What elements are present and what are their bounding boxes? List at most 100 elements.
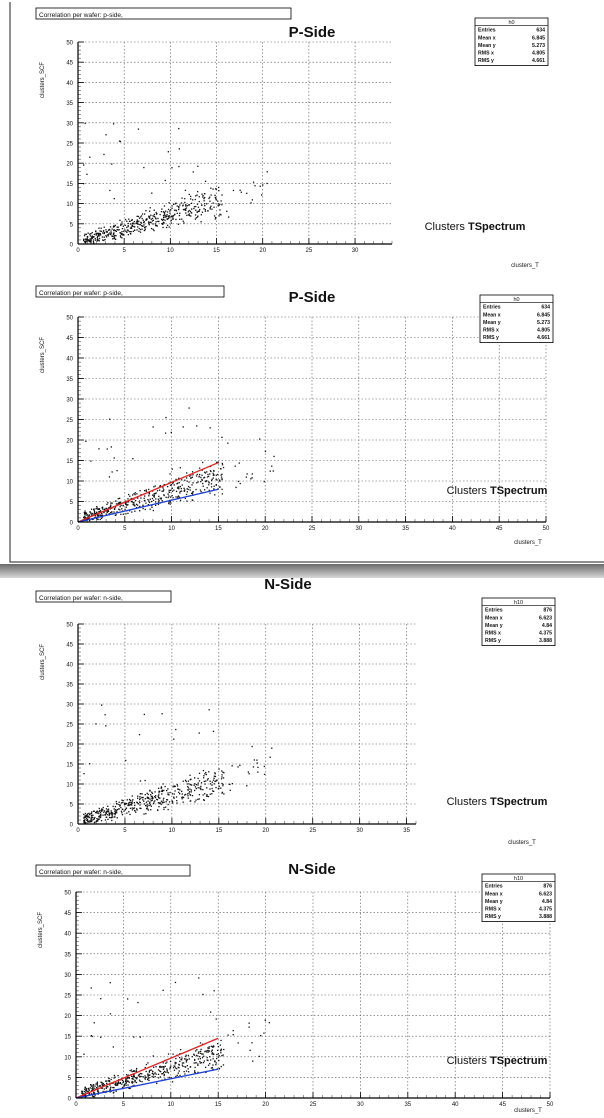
data-point <box>179 212 181 214</box>
data-point <box>120 513 122 515</box>
y-tick-label: 35 <box>66 683 73 689</box>
data-point <box>109 232 111 234</box>
data-point <box>202 794 204 796</box>
data-point <box>96 1081 99 1083</box>
stats-name: h10 <box>514 600 523 606</box>
data-point <box>144 794 146 796</box>
x-tick-label: 5 <box>122 1102 126 1108</box>
data-point <box>173 1065 175 1067</box>
data-point <box>84 233 86 235</box>
data-point <box>150 795 152 798</box>
data-point <box>159 1076 161 1078</box>
data-point <box>97 1091 100 1093</box>
data-point <box>221 791 224 793</box>
data-point <box>155 498 157 500</box>
data-point <box>186 477 188 479</box>
data-point <box>204 209 206 211</box>
data-point <box>102 239 104 241</box>
data-point <box>89 156 91 158</box>
data-point <box>84 1087 87 1089</box>
data-point <box>231 783 233 785</box>
data-point <box>229 783 231 786</box>
data-point <box>166 211 169 213</box>
data-point <box>212 1058 214 1060</box>
data-point <box>93 508 95 510</box>
data-point <box>93 810 95 812</box>
data-point <box>182 426 184 428</box>
data-point <box>167 151 169 153</box>
data-point <box>93 1087 95 1089</box>
data-point <box>209 196 211 198</box>
data-point <box>103 1084 105 1086</box>
data-point <box>161 223 163 225</box>
data-point <box>93 1092 96 1094</box>
data-point <box>145 1063 148 1066</box>
data-point <box>185 1054 187 1056</box>
data-point <box>156 1082 158 1084</box>
data-point <box>150 794 152 796</box>
data-point <box>94 512 96 514</box>
data-point <box>188 791 191 793</box>
data-point <box>205 480 207 483</box>
data-point <box>89 816 91 819</box>
data-point <box>85 814 87 817</box>
data-point <box>83 235 86 237</box>
data-point <box>186 783 188 785</box>
data-point <box>143 229 145 232</box>
data-point <box>169 1060 172 1063</box>
data-point <box>90 1093 92 1095</box>
data-point <box>151 795 153 797</box>
data-point <box>143 222 145 224</box>
y-tick-label: 15 <box>66 182 73 188</box>
data-point <box>105 134 107 136</box>
data-point <box>186 205 188 207</box>
data-point <box>216 479 218 481</box>
data-point <box>173 1069 176 1071</box>
data-point <box>222 1054 224 1056</box>
data-point <box>124 224 126 226</box>
data-point <box>108 228 111 231</box>
x-tick-label: 20 <box>262 828 269 834</box>
data-point <box>211 787 213 790</box>
data-point <box>198 476 200 478</box>
data-point <box>102 806 104 809</box>
data-point <box>83 820 85 822</box>
data-point <box>256 762 258 764</box>
data-point <box>179 499 182 501</box>
data-point <box>210 1059 212 1061</box>
data-point <box>147 499 149 501</box>
data-point <box>85 822 87 824</box>
data-point <box>127 222 129 225</box>
data-point <box>142 504 144 506</box>
data-point <box>108 476 111 478</box>
data-point <box>201 211 204 213</box>
data-point <box>226 210 228 212</box>
data-point <box>180 490 183 492</box>
data-point <box>121 237 123 239</box>
data-point <box>198 772 201 774</box>
data-point <box>167 1053 170 1055</box>
data-point <box>120 504 122 506</box>
data-point <box>116 1082 119 1084</box>
data-point <box>169 501 172 503</box>
data-point <box>126 812 128 814</box>
data-point <box>105 811 107 813</box>
data-point <box>209 473 211 475</box>
data-point <box>114 506 117 508</box>
data-point <box>248 1026 250 1028</box>
data-point <box>181 479 183 481</box>
data-point <box>140 1075 142 1078</box>
side-heading: N-Side <box>264 576 312 593</box>
data-point <box>105 1080 107 1082</box>
data-point <box>133 229 136 231</box>
data-point <box>113 225 115 227</box>
data-point <box>136 802 138 804</box>
data-point <box>154 492 157 495</box>
data-point <box>111 814 113 816</box>
data-point <box>188 1058 190 1060</box>
data-point <box>83 822 85 824</box>
data-point <box>112 1086 114 1089</box>
data-point <box>144 1078 146 1080</box>
data-point <box>190 474 192 476</box>
data-point <box>206 794 208 796</box>
